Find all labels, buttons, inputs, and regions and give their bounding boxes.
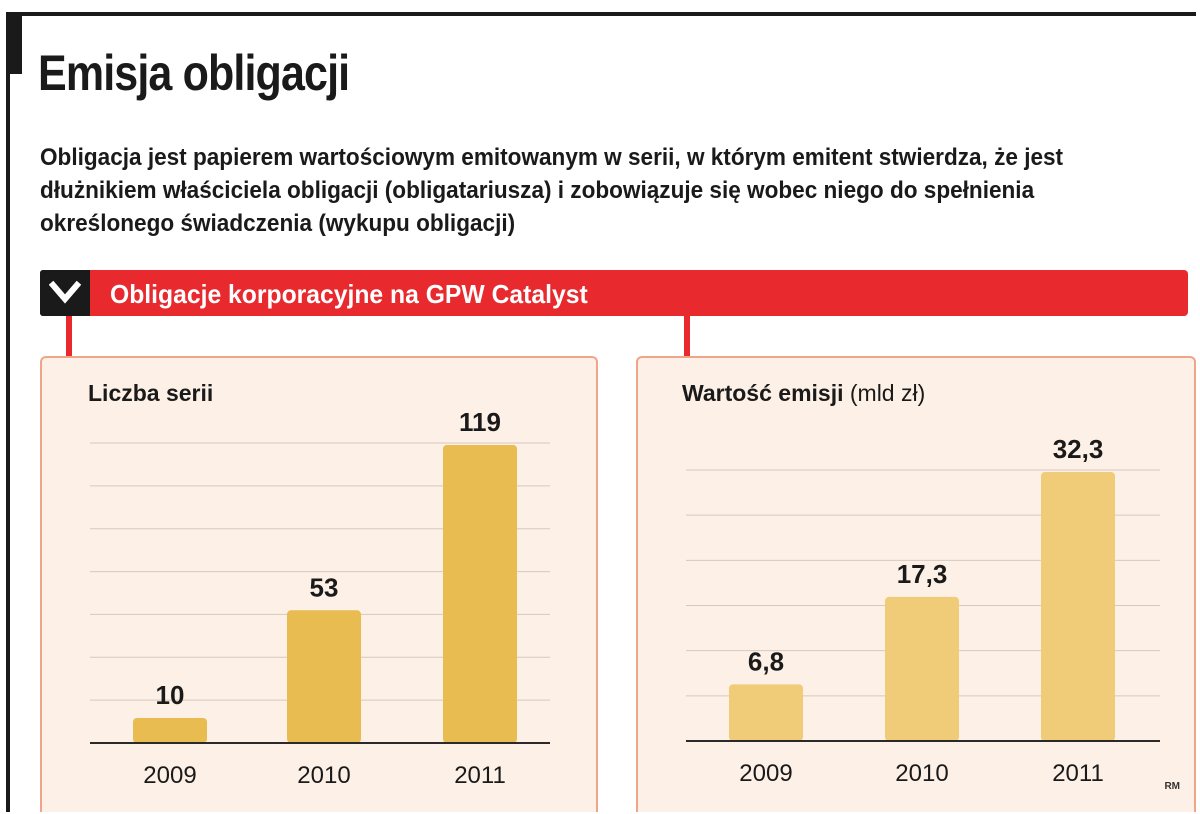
bar-chart-liczba-serii: 10 2009 53 2010 119 2011 [90,407,550,789]
chart-title-wartosc-emisji: Wartość emisji (mld zł) [682,380,925,407]
bar-value-label: 119 [459,407,501,437]
lead-paragraph: Obligacja jest papierem wartościowym emi… [40,144,1064,237]
bar-value-label: 32,3 [1053,434,1104,464]
bar-2009 [133,717,207,743]
x-tick-label: 2010 [297,762,350,789]
author-credit: RM [1164,781,1180,792]
ribbon-stem-left [66,316,72,358]
chart-panel-liczba-serii: Liczba serii 10 2009 53 2010 119 2011 [40,356,598,812]
x-tick-label: 2011 [1052,760,1104,787]
bar-2011 [1041,472,1115,741]
x-tick-label: 2011 [454,762,506,789]
bar-2010 [885,596,959,741]
section-title: Obligacje korporacyjne na GPW Catalyst [110,279,588,309]
frame-top-rule [6,12,1196,16]
bar-value-label: 53 [310,572,339,602]
bar-value-label: 10 [156,680,185,710]
chart-title-text: Liczba serii [88,380,214,406]
bar-value-label: 6,8 [748,646,784,676]
bar-value-label: 17,3 [897,559,948,589]
x-tick-label: 2009 [143,762,196,789]
x-tick-label: 2010 [895,760,948,787]
bar-2011 [443,445,517,743]
bar-2009 [729,684,803,741]
chart-unit-text: (mld zł) [849,380,926,406]
ribbon-stem-right [684,316,690,358]
frame-corner-block [6,12,22,74]
chevron-down-icon [49,280,81,304]
section-ribbon: Obligacje korporacyjne na GPW Catalyst [40,270,1188,316]
ribbon-tab [40,270,90,316]
frame-left-rule [6,12,10,812]
x-tick-label: 2009 [739,760,792,787]
chart-panel-wartosc-emisji: Wartość emisji (mld zł) 6,8 2009 17,3 2010 3… [636,356,1196,812]
chart-title-liczba-serii: Liczba serii [88,380,213,407]
chart-title-text: Wartość emisji [682,380,844,406]
page-title: Emisja obligacji [38,45,350,101]
bar-chart-wartosc-emisji: 6,8 2009 17,3 2010 32,3 2011 [686,434,1160,787]
bar-2010 [287,610,361,743]
